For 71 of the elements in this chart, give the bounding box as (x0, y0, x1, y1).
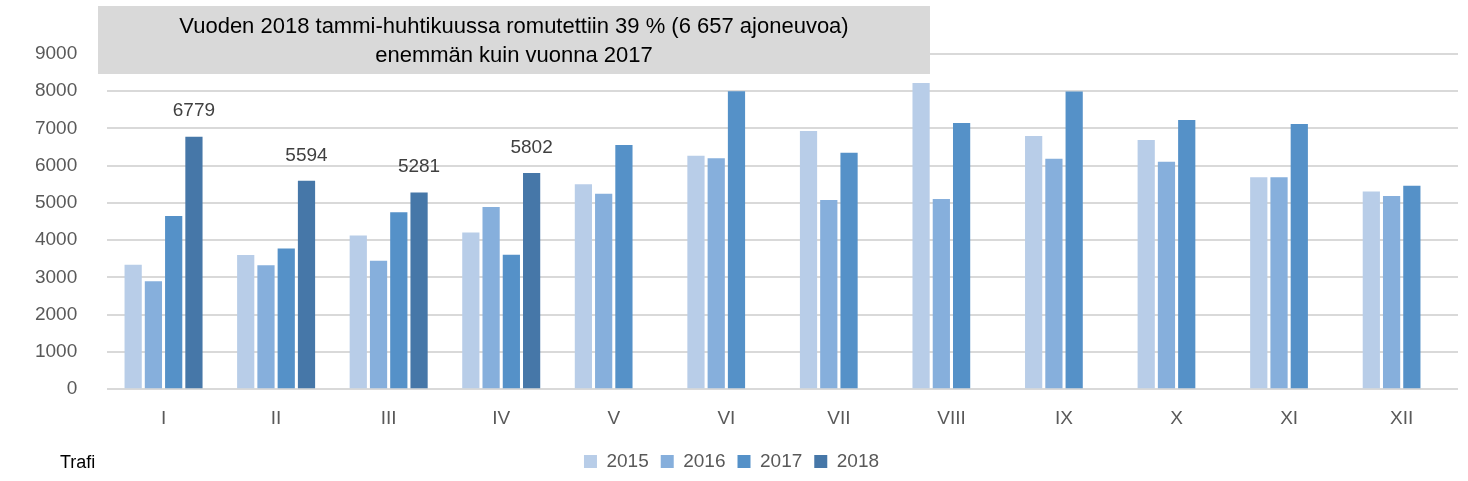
bar (165, 216, 183, 389)
bar (277, 248, 295, 389)
bar (1065, 91, 1083, 389)
bar (820, 200, 838, 389)
bar (932, 198, 950, 389)
y-tick-label: 1000 (34, 340, 78, 362)
y-tick-label: 9000 (34, 42, 78, 64)
x-tick-label: VIII (937, 406, 966, 428)
bar (615, 144, 633, 389)
y-tick-label: 0 (66, 377, 78, 399)
bar (1290, 124, 1308, 389)
bar (257, 265, 275, 389)
data-label: 5281 (397, 155, 441, 177)
x-tick-label: I (160, 406, 167, 428)
bar (1250, 177, 1268, 389)
bar (390, 212, 408, 389)
data-label: 6779 (172, 99, 216, 121)
bar (523, 173, 541, 389)
bar (369, 260, 388, 389)
bar (727, 91, 746, 389)
bar (799, 131, 818, 389)
y-tick-label: 3000 (34, 265, 78, 287)
legend-label: 2016 (683, 449, 726, 471)
x-tick-label: V (607, 406, 621, 428)
x-tick-label: XI (1280, 406, 1299, 428)
bar (912, 83, 930, 389)
y-tick-label: 4000 (34, 228, 78, 250)
bar (1137, 140, 1155, 389)
bar (1362, 191, 1380, 389)
bar (1178, 119, 1196, 389)
x-tick-label: X (1170, 406, 1184, 428)
bar (124, 264, 142, 389)
bar (1157, 161, 1176, 389)
x-tick-label: III (380, 406, 397, 428)
legend-label: 2017 (760, 449, 803, 471)
bar (462, 232, 480, 389)
bar (1045, 158, 1063, 389)
x-tick-label: XII (1390, 406, 1414, 428)
data-label: 5594 (285, 143, 329, 165)
y-tick-label: 2000 (34, 302, 78, 324)
x-tick-label: IX (1055, 406, 1074, 428)
legend-label: 2015 (606, 449, 649, 471)
y-tick-label: 8000 (34, 79, 78, 101)
bar (144, 281, 163, 389)
text: Trafi (60, 452, 96, 473)
bar (840, 152, 858, 389)
bar (297, 180, 316, 389)
bar (237, 255, 255, 389)
y-tick-label: 6000 (34, 153, 78, 175)
bar (953, 122, 971, 389)
x-tick-label: IV (492, 406, 511, 428)
bar (349, 235, 367, 389)
y-tick-label: 7000 (34, 116, 78, 138)
x-tick-label: VII (827, 406, 851, 428)
bar (595, 193, 613, 389)
x-tick-label: VI (717, 406, 736, 428)
data-label: 5802 (510, 135, 553, 157)
bar (502, 254, 520, 389)
bar (1270, 177, 1288, 389)
x-tick-label: II (270, 406, 282, 428)
bar (574, 184, 593, 389)
bar (1382, 195, 1401, 389)
bar (1025, 135, 1043, 389)
y-tick-label: 5000 (34, 191, 78, 213)
bar (410, 192, 428, 389)
bar (707, 158, 725, 389)
bar (185, 136, 203, 389)
bar (687, 155, 705, 389)
bar (1403, 185, 1421, 389)
legend-label: 2018 (836, 449, 880, 471)
bar (482, 207, 500, 389)
